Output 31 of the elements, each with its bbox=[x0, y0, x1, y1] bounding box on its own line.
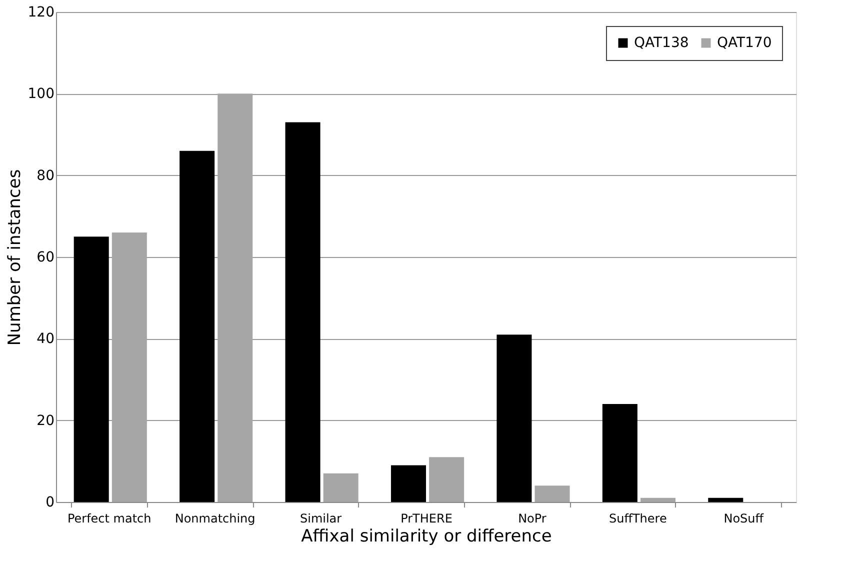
bar bbox=[180, 150, 215, 502]
x-tick-label: NoSuff bbox=[724, 512, 764, 526]
y-axis-title: Number of instances bbox=[4, 169, 25, 346]
bar bbox=[74, 236, 109, 502]
x-tick-label: SuffThere bbox=[608, 512, 667, 526]
bar bbox=[390, 465, 426, 502]
y-tick-label: 120 bbox=[28, 4, 54, 20]
y-tick-label: 40 bbox=[36, 331, 54, 348]
x-tick-label: Nonmatching bbox=[174, 512, 256, 526]
bar bbox=[285, 122, 320, 502]
x-tick-label: PrTHERE bbox=[400, 512, 452, 526]
bar bbox=[323, 473, 358, 502]
bar bbox=[496, 334, 532, 502]
y-tick-label: 80 bbox=[36, 168, 54, 184]
bar bbox=[640, 498, 676, 502]
bar bbox=[112, 232, 147, 502]
legend-label: QAT138 bbox=[634, 35, 689, 51]
y-tick-label: 60 bbox=[36, 250, 54, 266]
y-tick-label: 0 bbox=[46, 494, 54, 510]
bar bbox=[708, 498, 744, 502]
bar bbox=[429, 457, 464, 502]
y-tick-label: 100 bbox=[28, 86, 54, 102]
x-tick-label: NoPr bbox=[518, 512, 546, 526]
bar bbox=[218, 94, 253, 502]
bar bbox=[534, 486, 570, 502]
y-tick-label: 20 bbox=[36, 412, 54, 429]
legend-label: QAT170 bbox=[717, 35, 772, 51]
bar bbox=[602, 404, 638, 502]
x-tick-label: Similar bbox=[300, 512, 342, 526]
x-tick-label: Perfect match bbox=[67, 512, 152, 526]
x-axis-title: Affixal similarity or difference bbox=[301, 526, 552, 546]
